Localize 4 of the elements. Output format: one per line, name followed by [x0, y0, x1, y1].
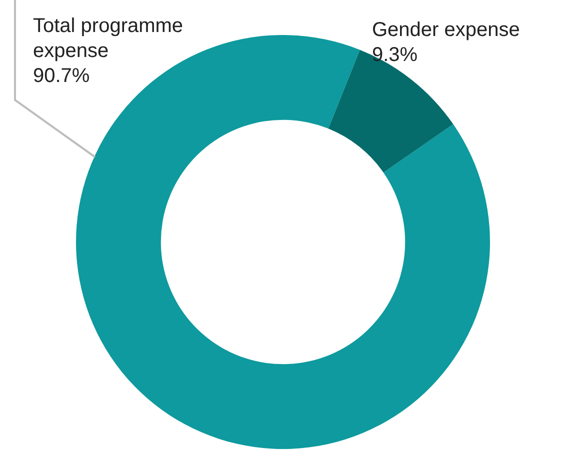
- data-label: 9.3%: [372, 43, 419, 68]
- slice-label: Gender expense: [372, 18, 521, 43]
- slice-label: Total programme expense: [33, 14, 184, 64]
- data-label: 90.7%: [33, 64, 91, 89]
